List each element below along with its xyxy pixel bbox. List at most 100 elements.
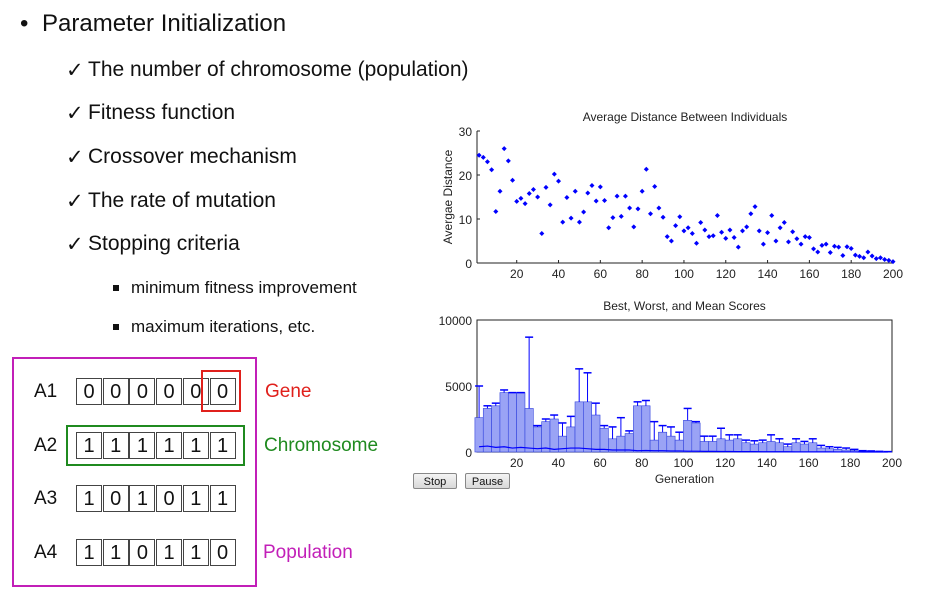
- x-tick-label: 140: [758, 267, 778, 281]
- data-point: [668, 238, 674, 244]
- row-label: A2: [34, 435, 58, 456]
- data-point: [530, 187, 536, 193]
- x-tick-label: 20: [510, 456, 524, 470]
- row-label: A3: [34, 488, 58, 509]
- mean-bar: [666, 435, 676, 453]
- x-tick-label: 120: [715, 456, 735, 470]
- mean-bar: [766, 441, 776, 453]
- population-label: Population: [263, 542, 353, 563]
- data-point: [497, 188, 503, 194]
- mean-bar: [758, 442, 768, 453]
- gene-cell: 1: [102, 432, 129, 459]
- x-tick-label: 40: [552, 456, 566, 470]
- data-point: [514, 198, 520, 204]
- sub-item: maximum iterations, etc.: [131, 317, 316, 336]
- data-point: [677, 214, 683, 220]
- data-point: [840, 253, 846, 259]
- data-point: [518, 195, 524, 201]
- gene-cell: 0: [129, 378, 156, 405]
- row-label: A1: [34, 381, 58, 402]
- stop-button[interactable]: Stop: [413, 473, 457, 489]
- y-tick-label: 20: [459, 169, 473, 183]
- data-point: [543, 184, 549, 190]
- data-point: [639, 188, 645, 194]
- gene-cell: 0: [102, 485, 129, 512]
- data-point: [526, 190, 532, 196]
- data-point: [547, 202, 553, 208]
- y-tick-label: 10: [459, 213, 473, 227]
- data-point: [635, 206, 641, 212]
- data-point: [756, 228, 762, 234]
- mean-bar: [499, 392, 509, 453]
- mean-bar: [658, 431, 668, 453]
- x-tick-label: 200: [883, 267, 903, 281]
- data-point: [593, 198, 599, 204]
- data-point: [710, 233, 716, 239]
- gene-cell: 0: [182, 378, 209, 405]
- data-point: [581, 209, 587, 215]
- data-point: [556, 178, 562, 184]
- data-point: [664, 234, 670, 240]
- x-tick-label: 200: [882, 456, 902, 470]
- mean-bar: [641, 405, 651, 453]
- mean-bar: [716, 438, 726, 453]
- pause-button[interactable]: Pause: [465, 473, 510, 489]
- check-icon: ✓: [66, 59, 84, 82]
- data-point: [614, 193, 620, 199]
- gene-cell: 0: [156, 485, 183, 512]
- data-point: [522, 201, 528, 207]
- data-point: [773, 238, 779, 244]
- data-point: [510, 177, 516, 183]
- data-point: [777, 225, 783, 231]
- gene-label: Gene: [265, 381, 312, 402]
- data-point: [476, 152, 482, 158]
- data-point: [568, 215, 574, 221]
- x-tick-label: 20: [510, 267, 524, 281]
- data-point: [564, 194, 570, 200]
- data-point: [806, 234, 812, 240]
- data-point: [819, 242, 825, 248]
- data-point: [781, 220, 787, 226]
- data-point: [861, 255, 867, 261]
- mean-bar: [516, 392, 526, 453]
- data-point: [873, 256, 879, 262]
- check-item: The number of chromosome (population): [88, 58, 469, 81]
- x-tick-label: 140: [757, 456, 777, 470]
- gene-cell: 0: [209, 539, 236, 566]
- data-point: [744, 224, 750, 230]
- data-point: [869, 253, 875, 259]
- data-point: [606, 225, 612, 231]
- check-item: Stopping criteria: [88, 232, 240, 255]
- mean-bar: [583, 401, 592, 453]
- check-icon: ✓: [66, 146, 84, 169]
- mean-bar: [774, 442, 784, 453]
- gene-cell: 1: [182, 432, 209, 459]
- mean-bar: [591, 414, 601, 453]
- data-point: [489, 167, 495, 173]
- data-point: [877, 255, 883, 261]
- y-tick-label: 30: [459, 125, 473, 139]
- check-icon: ✓: [66, 190, 84, 213]
- data-point: [823, 241, 829, 247]
- title-bullet: •: [20, 10, 29, 37]
- gene-cell: 1: [156, 539, 183, 566]
- data-point: [627, 205, 633, 211]
- mean-bar: [491, 405, 501, 453]
- data-point: [765, 230, 771, 236]
- x-tick-label: 160: [799, 456, 819, 470]
- data-point: [811, 246, 817, 252]
- mean-bar: [699, 441, 709, 453]
- check-item: The rate of mutation: [88, 189, 276, 212]
- best-score-line: [479, 445, 888, 453]
- gene-cell: 1: [182, 485, 209, 512]
- square-bullet-icon: [113, 285, 119, 291]
- data-point: [501, 146, 507, 152]
- data-point: [727, 227, 733, 233]
- data-point: [798, 241, 804, 247]
- data-point: [719, 229, 725, 235]
- population-box: [12, 357, 257, 587]
- data-point: [551, 171, 557, 177]
- data-point: [685, 225, 691, 231]
- data-point: [480, 154, 486, 160]
- data-point: [572, 188, 578, 194]
